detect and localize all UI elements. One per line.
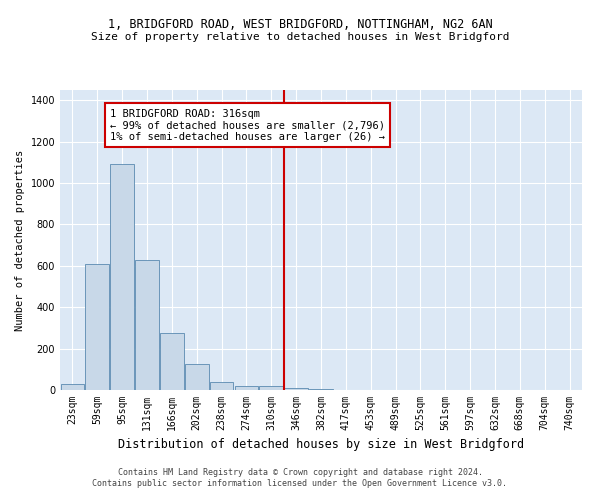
Text: 1 BRIDGFORD ROAD: 316sqm
← 99% of detached houses are smaller (2,796)
1% of semi: 1 BRIDGFORD ROAD: 316sqm ← 99% of detach…: [110, 108, 385, 142]
Bar: [284, 388, 308, 390]
Bar: [135, 260, 159, 390]
Bar: [259, 386, 283, 390]
X-axis label: Distribution of detached houses by size in West Bridgford: Distribution of detached houses by size …: [118, 438, 524, 452]
Bar: [85, 264, 109, 390]
Y-axis label: Number of detached properties: Number of detached properties: [15, 150, 25, 330]
Bar: [110, 164, 134, 390]
Bar: [160, 333, 184, 390]
Bar: [210, 382, 233, 390]
Text: 1, BRIDGFORD ROAD, WEST BRIDGFORD, NOTTINGHAM, NG2 6AN: 1, BRIDGFORD ROAD, WEST BRIDGFORD, NOTTI…: [107, 18, 493, 30]
Text: Contains HM Land Registry data © Crown copyright and database right 2024.
Contai: Contains HM Land Registry data © Crown c…: [92, 468, 508, 487]
Bar: [61, 384, 84, 390]
Text: Size of property relative to detached houses in West Bridgford: Size of property relative to detached ho…: [91, 32, 509, 42]
Bar: [235, 386, 258, 390]
Bar: [309, 389, 333, 390]
Bar: [185, 364, 209, 390]
